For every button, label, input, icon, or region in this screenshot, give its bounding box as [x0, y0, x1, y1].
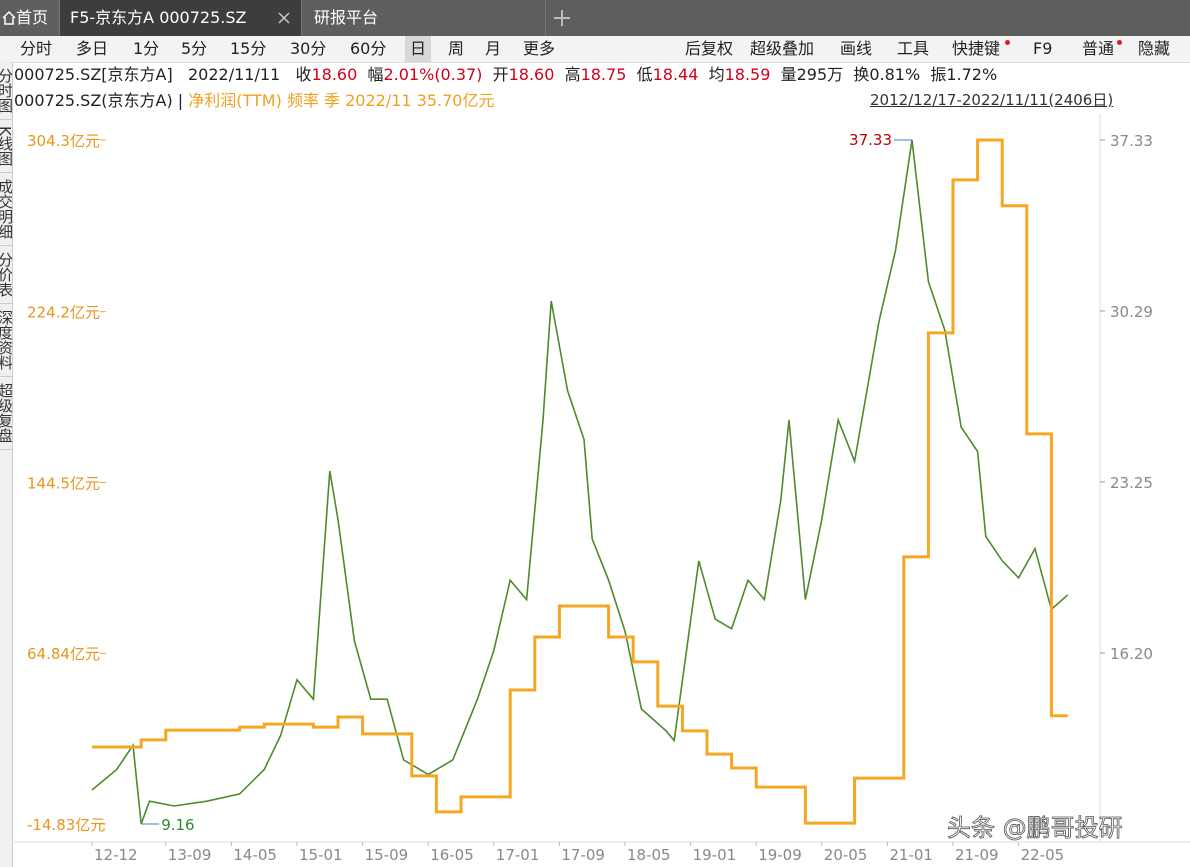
toolbar-item[interactable]: 普通 [1082, 39, 1115, 58]
field-value: 0.81% [869, 65, 921, 84]
field-label: 均 [708, 65, 725, 84]
toolbar-item[interactable]: 画线 [840, 39, 873, 58]
field-value: 18.44 [652, 65, 699, 84]
toolbar-item[interactable]: 分时 [20, 39, 53, 58]
toolbar-item[interactable]: 30分 [290, 39, 327, 58]
y-tick-label: 224.2亿元 [27, 304, 100, 322]
x-tick-label: 21-09 [955, 846, 999, 864]
y-tick-label: 144.5亿元 [27, 475, 100, 493]
field-label: 换 [853, 65, 870, 84]
x-tick-label: 22-05 [1021, 846, 1065, 864]
toolbar-item[interactable]: 15分 [230, 39, 267, 58]
price-line [91, 139, 1069, 825]
toolbar-item[interactable]: 更多 [523, 39, 556, 58]
toolbar-item[interactable]: 5分 [181, 39, 208, 58]
x-tick-label: 15-01 [299, 846, 343, 864]
x-tick-label: 20-05 [824, 846, 868, 864]
x-tick-label: 14-05 [233, 846, 277, 864]
toolbar-item[interactable]: 60分 [350, 39, 387, 58]
indicator-code: 000725.SZ(京东方A) | [14, 91, 184, 110]
x-tick-label: 13-09 [168, 846, 212, 864]
x-tick-label: 17-09 [561, 846, 605, 864]
x-tick-label: 15-09 [365, 846, 409, 864]
x-tick-label: 16-05 [430, 846, 474, 864]
toolbar-item[interactable]: 多日 [76, 39, 109, 58]
sidebar-item[interactable]: K线图 [0, 120, 12, 173]
toolbar-item[interactable]: 快捷键 [952, 39, 1001, 58]
max-label: 37.33 [849, 131, 892, 149]
field-value: 2.01%(0.37) [383, 65, 483, 84]
toolbar-item[interactable]: 后复权 [685, 39, 734, 58]
x-tick-label: 19-09 [758, 846, 802, 864]
toolbar-item[interactable]: 隐藏 [1138, 39, 1171, 58]
sidebar-item[interactable]: 分价表 [0, 246, 12, 304]
y2-tick-label: 16.20 [1110, 645, 1153, 663]
quote-bar: 000725.SZ[京东方A] 2022/11/11 收18.60 幅2.01%… [14, 62, 997, 87]
quote-date: 2022/11/11 [187, 65, 281, 84]
field-label: 量 [780, 65, 797, 84]
field-value: 18.59 [724, 65, 771, 84]
watermark: 头条 @鹏哥投研 [947, 814, 1123, 842]
y-tick-label: 64.84亿元 [27, 645, 100, 663]
field-value: 1.72% [946, 65, 998, 84]
field-value: 18.75 [580, 65, 627, 84]
field-value: 18.60 [508, 65, 555, 84]
x-tick-label: 19-01 [693, 846, 737, 864]
stock-code: 000725.SZ[京东方A] [14, 65, 173, 84]
toolbar-item[interactable]: 日 [405, 36, 432, 62]
toolbar-item[interactable]: 工具 [897, 39, 930, 58]
field-value: 18.60 [311, 65, 358, 84]
field-label: 高 [564, 65, 581, 84]
toolbar-item[interactable]: 周 [448, 39, 465, 58]
notify-dot [1117, 40, 1122, 45]
field-label: 振 [930, 65, 947, 84]
home-icon [2, 11, 16, 25]
y-tick-label: -14.83亿元 [27, 816, 105, 834]
notify-dot [1005, 40, 1010, 45]
indicator-bar: 000725.SZ(京东方A) | 净利润(TTM) 频率 季 2022/11 … [14, 88, 494, 113]
field-label: 低 [636, 65, 653, 84]
tab-bar: 首页 F5-京东方A 000725.SZ 研报平台 [0, 0, 1190, 36]
x-tick-label: 18-05 [627, 846, 671, 864]
field-label: 收 [295, 65, 312, 84]
toolbar-item[interactable]: 超级叠加 [750, 39, 815, 58]
y2-tick-label: 30.29 [1110, 303, 1153, 321]
field-label: 幅 [367, 65, 384, 84]
toolbar-item[interactable]: 月 [485, 39, 502, 58]
tab[interactable]: 研报平台 [302, 0, 546, 36]
x-tick-label: 21-01 [889, 846, 933, 864]
close-icon[interactable] [278, 12, 290, 24]
sidebar-item[interactable]: 成交明细 [0, 173, 12, 246]
min-label: 9.16 [161, 816, 194, 834]
y2-tick-label: 23.25 [1110, 474, 1153, 492]
tab[interactable]: F5-京东方A 000725.SZ [60, 0, 302, 36]
toolbar: 分时 多日 1分 5分 15分 30分 60分日周 月 更多 后复权 超级叠加 画线 工具 快捷键 F9 普通… [0, 36, 1190, 63]
toolbar-item[interactable]: 1分 [133, 39, 160, 58]
x-tick-label: 12-12 [94, 846, 138, 864]
sidebar-item[interactable]: 超级复盘 [0, 377, 12, 450]
profit-step-line [92, 138, 1068, 825]
sidebar-item[interactable]: 分时图 [0, 62, 12, 120]
sidebar-item[interactable]: 深度资料 [0, 304, 12, 377]
toolbar-item[interactable]: F9 [1033, 39, 1053, 58]
field-label: 开 [492, 65, 509, 84]
add-tab-icon[interactable] [554, 10, 570, 26]
indicator-text: 净利润(TTM) 频率 季 2022/11 35.70亿元 [188, 91, 495, 110]
y2-tick-label: 37.33 [1110, 132, 1153, 150]
x-tick-label: 17-01 [496, 846, 540, 864]
tab[interactable]: 首页 [16, 0, 60, 36]
field-value: 295万 [796, 65, 844, 84]
y-tick-label: 304.3亿元 [27, 132, 100, 150]
sidebar: 分时图 K线图 成交明细 分价表 深度资料 超级复盘 [0, 62, 13, 867]
date-range[interactable]: 2012/12/17-2022/11/11(2406日) [870, 91, 1114, 109]
